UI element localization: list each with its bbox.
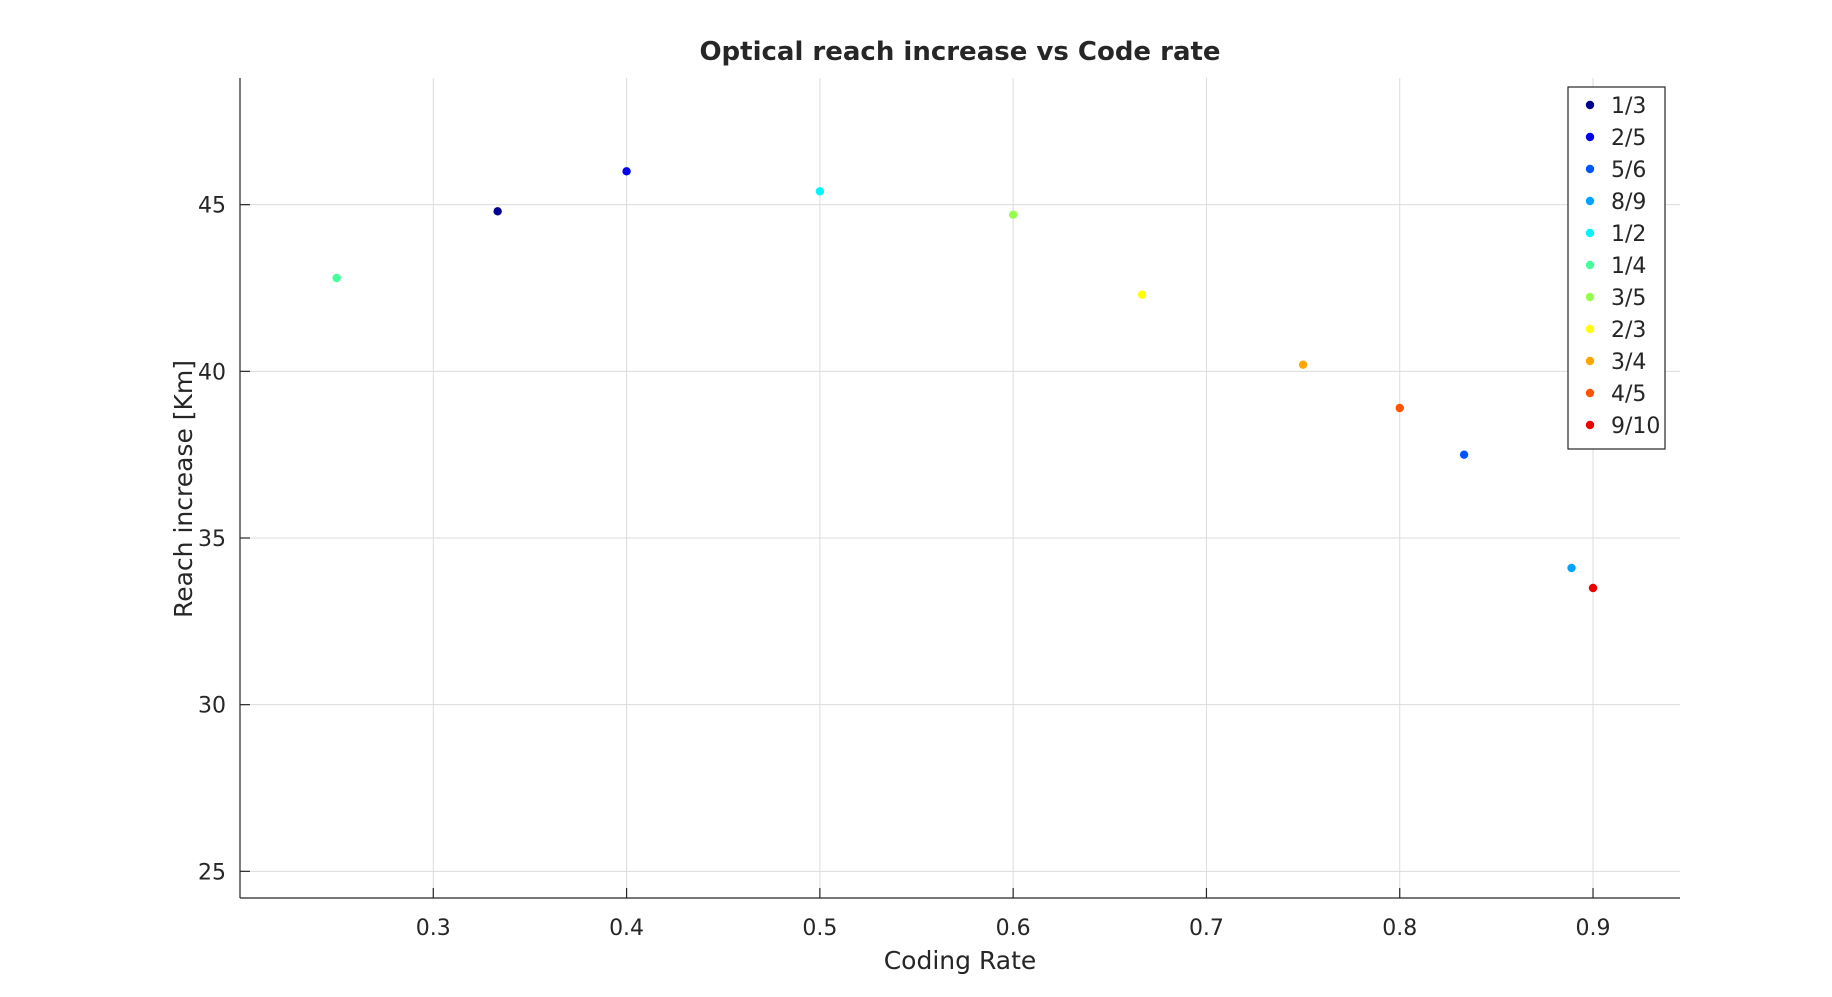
legend-marker bbox=[1585, 356, 1595, 366]
legend-marker bbox=[1585, 388, 1595, 398]
x-axis-label: Coding Rate bbox=[884, 946, 1037, 975]
x-tick-label: 0.5 bbox=[802, 916, 837, 941]
legend-marker bbox=[1585, 164, 1595, 174]
legend-marker bbox=[1585, 132, 1595, 142]
legend-label: 3/4 bbox=[1611, 350, 1646, 375]
legend-label: 9/10 bbox=[1611, 414, 1660, 439]
axes bbox=[239, 78, 1680, 899]
y-tick-label: 40 bbox=[198, 360, 226, 385]
y-tick-label: 35 bbox=[198, 527, 226, 552]
x-tick-label: 0.6 bbox=[996, 916, 1031, 941]
x-tick-label: 0.9 bbox=[1576, 916, 1611, 941]
data-point bbox=[332, 273, 341, 283]
legend-label: 2/3 bbox=[1611, 318, 1646, 343]
data-point bbox=[815, 187, 825, 196]
x-tick-label: 0.8 bbox=[1382, 916, 1417, 941]
y-tick-label: 30 bbox=[198, 694, 226, 719]
plot-background bbox=[240, 78, 1680, 898]
data-point bbox=[1008, 210, 1018, 219]
y-axis-ticks: 25 30 35 40 45 bbox=[198, 194, 250, 885]
x-tick-label: 0.4 bbox=[609, 916, 644, 941]
data-point bbox=[1588, 583, 1598, 593]
legend-label: 5/6 bbox=[1611, 158, 1646, 183]
legend-marker bbox=[1585, 324, 1595, 334]
data-point bbox=[1298, 360, 1308, 369]
x-tick-label: 0.3 bbox=[416, 916, 451, 941]
legend-marker bbox=[1585, 420, 1595, 430]
y-tick-label: 25 bbox=[198, 860, 226, 885]
legend-label: 3/5 bbox=[1611, 286, 1646, 311]
legend-marker bbox=[1585, 228, 1595, 238]
legend-label: 4/5 bbox=[1611, 382, 1646, 407]
data-point bbox=[493, 207, 502, 216]
data-point bbox=[1459, 450, 1469, 459]
legend-marker bbox=[1585, 100, 1595, 110]
legend-label: 1/2 bbox=[1611, 222, 1646, 247]
chart-title: Optical reach increase vs Code rate bbox=[699, 37, 1220, 67]
data-point bbox=[1137, 290, 1147, 299]
legend-marker bbox=[1585, 260, 1595, 270]
legend-label: 1/4 bbox=[1611, 254, 1646, 279]
legend-marker bbox=[1585, 196, 1595, 206]
x-tick-label: 0.7 bbox=[1189, 916, 1224, 941]
legend-marker bbox=[1585, 292, 1595, 302]
y-axis-label: Reach increase [Km] bbox=[169, 360, 198, 618]
y-tick-label: 45 bbox=[198, 194, 226, 219]
legend-label: 8/9 bbox=[1611, 190, 1646, 215]
plot-area: 0.3 0.4 0.5 0.6 0.7 0.8 0.9 25 30 35 40 45 bbox=[198, 78, 1680, 941]
legend-label: 2/5 bbox=[1611, 126, 1646, 151]
legend: 1/3 2/5 5/6 8/9 1/2 1/4 3/5 2/3 3/4 4/5 9/10 bbox=[1567, 86, 1666, 450]
data-points bbox=[332, 167, 1598, 593]
data-point bbox=[622, 167, 631, 176]
data-point bbox=[1395, 403, 1404, 413]
legend-label: 1/3 bbox=[1611, 94, 1646, 119]
legend-box bbox=[1567, 86, 1666, 450]
grid-lines bbox=[240, 78, 1680, 898]
data-point bbox=[1567, 563, 1576, 573]
x-axis-ticks: 0.3 0.4 0.5 0.6 0.7 0.8 0.9 bbox=[416, 888, 1611, 941]
